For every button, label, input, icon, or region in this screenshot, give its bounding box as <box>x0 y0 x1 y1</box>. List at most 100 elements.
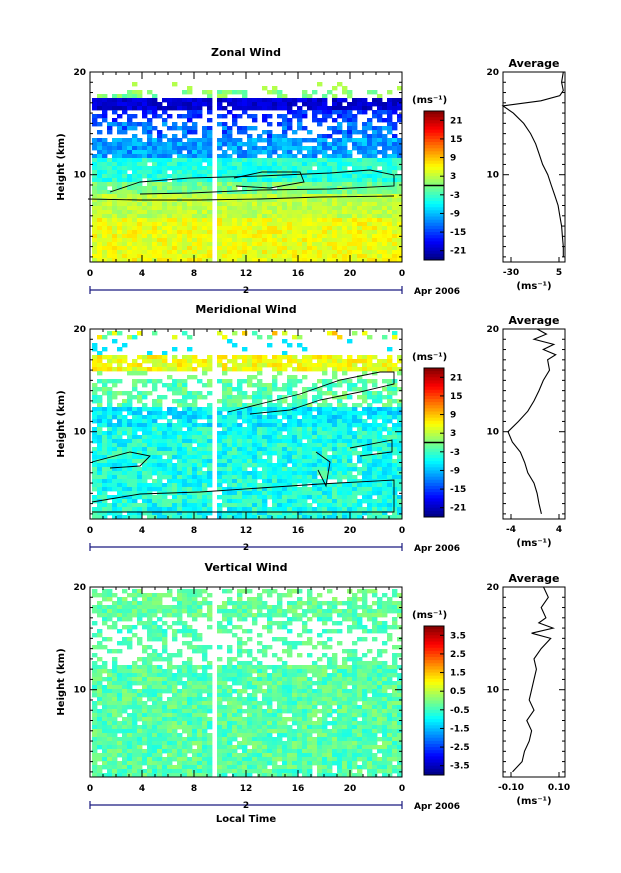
heatmap-cell <box>352 487 358 492</box>
heatmap-cell <box>257 335 263 340</box>
heatmap-cell <box>287 503 293 508</box>
heatmap-cell <box>142 222 148 227</box>
heatmap-cell <box>167 222 173 227</box>
heatmap-cell <box>237 114 243 119</box>
heatmap-cell <box>187 234 193 239</box>
heatmap-cell <box>247 206 253 211</box>
heatmap-cell <box>152 238 158 243</box>
heatmap-cell <box>337 218 343 223</box>
heatmap-cell <box>237 431 243 436</box>
heatmap-cell <box>342 210 348 215</box>
heatmap-cell <box>222 431 228 436</box>
heatmap-cell <box>262 190 268 195</box>
heatmap-cell <box>142 174 148 179</box>
heatmap-cell <box>327 403 333 408</box>
heatmap-cell <box>257 487 263 492</box>
heatmap-cell <box>342 391 348 396</box>
heatmap-cell <box>352 122 358 127</box>
heatmap-cell <box>187 375 193 380</box>
heatmap-cell <box>132 475 138 480</box>
heatmap-cell <box>92 182 98 187</box>
heatmap-cell <box>317 355 323 360</box>
heatmap-cell <box>232 411 238 416</box>
heatmap-cell <box>112 222 118 227</box>
heatmap-cell <box>332 206 338 211</box>
heatmap-cell <box>372 399 378 404</box>
heatmap-cell <box>282 242 288 247</box>
heatmap-cell <box>102 499 108 504</box>
heatmap-cell <box>147 154 153 159</box>
heatmap-cell <box>337 250 343 255</box>
heatmap-cell <box>362 218 368 223</box>
heatmap-cell <box>262 210 268 215</box>
heatmap-cell <box>342 106 348 111</box>
heatmap-cell <box>247 158 253 163</box>
colorbar-tick-label: 9 <box>450 411 456 421</box>
heatmap-cell <box>392 467 398 472</box>
heatmap-cell <box>152 202 158 207</box>
heatmap-cell <box>297 174 303 179</box>
heatmap-cell <box>357 182 363 187</box>
heatmap-cell <box>167 375 173 380</box>
heatmap-cell <box>372 407 378 412</box>
heatmap-cell <box>292 511 298 516</box>
heatmap-cell <box>357 130 363 135</box>
heatmap-cell <box>97 765 103 770</box>
heatmap-cell <box>312 118 318 123</box>
heatmap-cell <box>152 102 158 107</box>
heatmap-cell <box>102 495 108 500</box>
heatmap-cell <box>357 226 363 231</box>
heatmap-cell <box>172 170 178 175</box>
heatmap-cell <box>372 435 378 440</box>
heatmap-cell <box>287 214 293 219</box>
heatmap-cell <box>392 463 398 468</box>
heatmap-cell <box>262 114 268 119</box>
heatmap-cell <box>167 102 173 107</box>
heatmap-cell <box>172 218 178 223</box>
heatmap-cell <box>347 182 353 187</box>
heatmap-cell <box>137 455 143 460</box>
heatmap-cell <box>112 150 118 155</box>
heatmap-cell <box>327 331 333 336</box>
heatmap-cell <box>227 202 233 207</box>
heatmap-cell <box>247 427 253 432</box>
heatmap-cell <box>127 190 133 195</box>
heatmap-cell <box>92 198 98 203</box>
heatmap-cell <box>157 218 163 223</box>
heatmap-cell <box>387 222 393 227</box>
heatmap-cell <box>102 685 108 690</box>
heatmap-cell <box>152 495 158 500</box>
heatmap-cell <box>372 491 378 496</box>
heatmap-cell <box>202 507 208 512</box>
heatmap-cell <box>162 511 168 516</box>
heatmap-cell <box>322 146 328 151</box>
heatmap-cell <box>152 379 158 384</box>
heatmap-cell <box>122 475 128 480</box>
heatmap-cell <box>302 427 308 432</box>
heatmap-cell <box>332 162 338 167</box>
heatmap-cell <box>172 511 178 516</box>
heatmap-cell <box>127 475 133 480</box>
heatmap-cell <box>207 258 213 263</box>
heatmap-cell <box>97 395 103 400</box>
heatmap-cell <box>152 367 158 372</box>
heatmap-cell <box>282 491 288 496</box>
heatmap-cell <box>122 495 128 500</box>
heatmap-cell <box>302 435 308 440</box>
heatmap-cell <box>167 431 173 436</box>
heatmap-cell <box>362 142 368 147</box>
heatmap-cell <box>347 170 353 175</box>
heatmap-cell <box>342 403 348 408</box>
heatmap-cell <box>317 162 323 167</box>
heatmap-cell <box>237 491 243 496</box>
heatmap-cell <box>292 391 298 396</box>
heatmap-cell <box>112 391 118 396</box>
heatmap-cell <box>107 503 113 508</box>
heatmap-cell <box>287 206 293 211</box>
heatmap-cell <box>242 363 248 368</box>
heatmap-cell <box>112 367 118 372</box>
heatmap-cell <box>152 114 158 119</box>
heatmap-cell <box>192 242 198 247</box>
heatmap-cell <box>382 443 388 448</box>
heatmap-cell <box>142 371 148 376</box>
